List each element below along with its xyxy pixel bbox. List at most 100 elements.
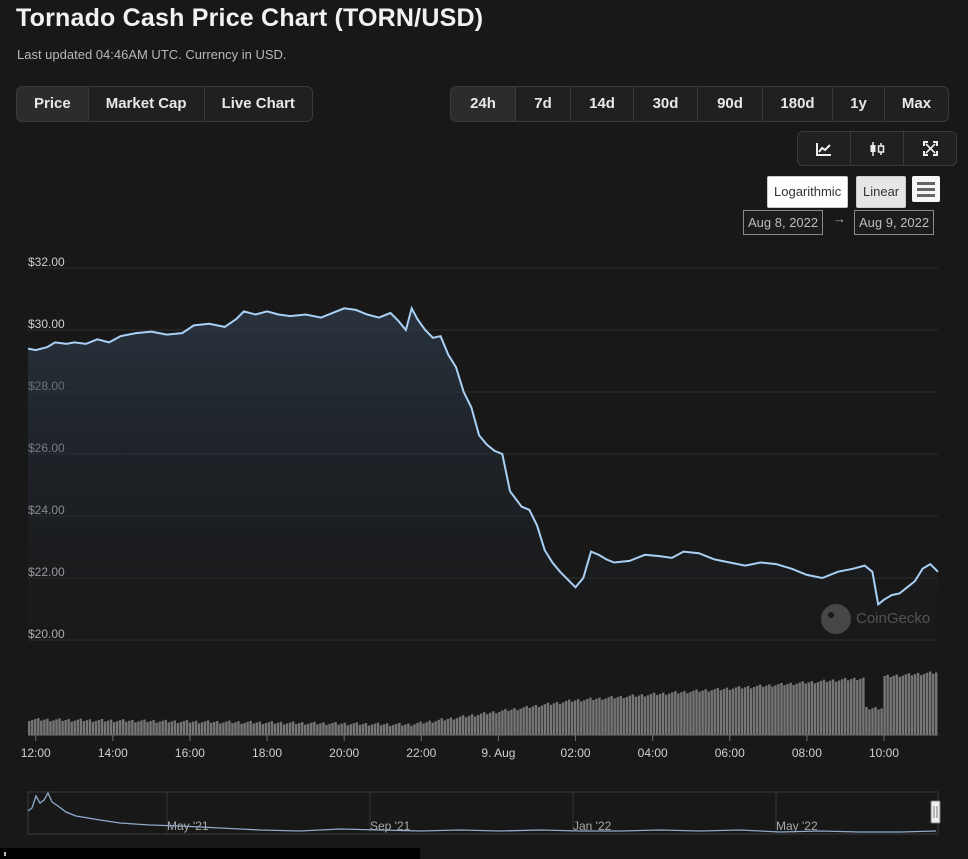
date-to-input[interactable]: Aug 9, 2022 xyxy=(854,210,935,235)
volume-bar xyxy=(731,688,735,735)
range-max[interactable]: Max xyxy=(901,95,932,112)
volume-bar xyxy=(816,682,820,735)
volume-bar xyxy=(737,686,741,735)
volume-bar xyxy=(94,720,98,735)
volume-bar xyxy=(910,675,914,735)
volume-bar xyxy=(567,699,571,735)
volume-bar xyxy=(865,706,868,735)
volume-bar xyxy=(740,688,744,735)
volume-bar xyxy=(158,721,161,735)
x-tick-label: 12:00 xyxy=(21,746,51,760)
line-chart-icon xyxy=(816,142,831,156)
volume-bar xyxy=(874,707,877,735)
volume-bar xyxy=(373,723,377,735)
volume-bar xyxy=(301,722,304,735)
range-7d[interactable]: 7d xyxy=(516,87,571,121)
navigator-handle[interactable] xyxy=(930,800,941,824)
volume-bar xyxy=(756,685,759,735)
volume-bar xyxy=(668,693,671,735)
date-from-input[interactable]: Aug 8, 2022 xyxy=(743,210,824,235)
range-24h[interactable]: 24h xyxy=(451,87,516,121)
volume-bar xyxy=(234,722,237,735)
volume-bar xyxy=(734,687,738,735)
range-90d[interactable]: 90d xyxy=(698,87,763,121)
x-tick-label: 9. Aug xyxy=(481,746,515,760)
volume-bar xyxy=(625,696,628,735)
volume-bar xyxy=(528,707,531,735)
volume-bar xyxy=(297,723,301,735)
navigator[interactable]: May '21 Sep '21 Jan '22 May '22 xyxy=(27,791,941,835)
volume-bar xyxy=(507,711,510,735)
volume-bar xyxy=(322,722,325,735)
logarithmic-button[interactable]: Logarithmic xyxy=(767,176,849,208)
volume-bar xyxy=(555,701,559,735)
volume-bar xyxy=(634,696,638,735)
volume-bar xyxy=(416,722,419,735)
volume-bar xyxy=(652,692,656,735)
volume-bar xyxy=(434,721,437,735)
volume-bar xyxy=(279,721,283,735)
volume-bar xyxy=(752,687,756,735)
volume-bar xyxy=(825,681,829,735)
range-30d[interactable]: 30d xyxy=(634,87,698,121)
volume-bar xyxy=(304,724,307,735)
volume-bar xyxy=(519,708,522,735)
volume-bar xyxy=(231,723,234,735)
volume-bar xyxy=(886,674,889,735)
volume-bar xyxy=(31,720,34,735)
tab-live-chart[interactable]: Live Chart xyxy=(221,95,295,112)
volume-bar xyxy=(840,679,844,735)
volume-bar xyxy=(155,722,158,735)
volume-bar xyxy=(746,686,750,735)
date-range-arrow: → xyxy=(833,211,846,226)
volume-bar xyxy=(179,722,183,735)
volume-bar xyxy=(170,721,173,735)
volume-bar xyxy=(73,720,76,735)
volume-bar xyxy=(464,717,468,735)
volume-bar xyxy=(589,697,592,735)
volume-bar xyxy=(916,672,920,735)
x-tick-label: 20:00 xyxy=(329,746,359,760)
volume-bar xyxy=(777,684,780,735)
y-tick-label: $30.00 xyxy=(28,317,65,331)
volume-bar xyxy=(501,710,504,735)
line-chart-button[interactable] xyxy=(798,132,851,165)
tab-price[interactable]: Price xyxy=(17,87,89,121)
volume-bar xyxy=(337,724,340,735)
candlestick-button[interactable] xyxy=(851,132,904,165)
range-1y[interactable]: 1y xyxy=(833,87,885,121)
range-180d[interactable]: 180d xyxy=(763,87,833,121)
y-tick-label: $32.00 xyxy=(28,255,65,269)
price-chart[interactable]: $32.00$30.00$28.00$26.00$24.00$22.00$20.… xyxy=(0,240,968,840)
volume-bar xyxy=(892,675,895,735)
chart-menu-button[interactable] xyxy=(912,176,940,202)
volume-bar xyxy=(243,722,246,735)
volume-bar xyxy=(55,719,58,735)
fullscreen-icon xyxy=(922,141,938,156)
volume-bar xyxy=(534,705,537,735)
volume-bar xyxy=(225,721,228,735)
volume-bar xyxy=(531,706,534,735)
volume-bar xyxy=(331,723,334,735)
volume-bar xyxy=(552,703,556,735)
volume-bar xyxy=(216,720,219,735)
tab-market-cap[interactable]: Market Cap xyxy=(89,87,205,121)
volume-bar xyxy=(285,723,289,735)
volume-bar xyxy=(246,721,249,735)
volume-bar xyxy=(70,721,73,735)
fullscreen-button[interactable] xyxy=(904,132,956,165)
volume-bar xyxy=(522,707,525,735)
linear-button[interactable]: Linear xyxy=(856,176,907,208)
volume-bar xyxy=(82,721,86,735)
volume-bar xyxy=(91,721,95,735)
volume-bar xyxy=(804,683,807,735)
range-14d[interactable]: 14d xyxy=(571,87,634,121)
volume-bar xyxy=(255,722,258,735)
volume-bar xyxy=(128,720,131,735)
volume-bar xyxy=(871,708,874,735)
volume-bar xyxy=(577,699,580,735)
time-range-tabs: 24h 7d 14d 30d 90d 180d 1y Max xyxy=(450,86,949,122)
volume-bar xyxy=(67,719,70,735)
volume-bar xyxy=(649,694,653,735)
volume-bar xyxy=(768,684,771,735)
